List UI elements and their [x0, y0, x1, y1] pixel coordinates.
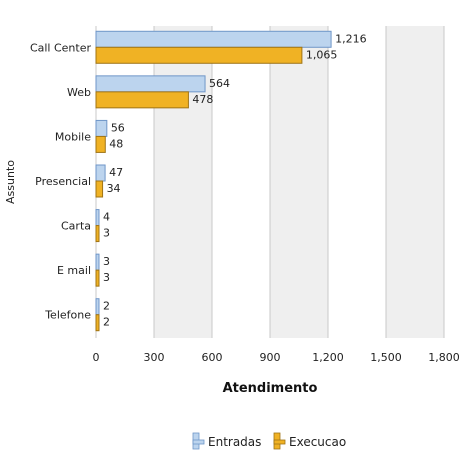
bar-execucao[interactable]: [95, 180, 104, 198]
legend-label-execucao: Execucao: [289, 435, 346, 449]
category-label: Web: [67, 86, 91, 99]
bar-entradas[interactable]: [95, 253, 100, 271]
x-tick-label: 1,500: [370, 351, 402, 364]
legend-swatch-execucao-tick: [273, 439, 286, 445]
bar-entradas[interactable]: [95, 119, 108, 137]
category-label: Carta: [61, 220, 91, 233]
category-label: Mobile: [55, 130, 91, 143]
bar-entradas[interactable]: [95, 30, 332, 48]
plot-band: [212, 26, 270, 338]
data-label-entradas: 3: [103, 255, 110, 268]
x-tick-label: 1,200: [312, 351, 344, 364]
legend: Entradas Execucao: [192, 432, 346, 450]
data-label-execucao: 48: [109, 137, 123, 150]
data-label-entradas: 1,216: [335, 32, 367, 45]
plot-band: [386, 26, 444, 338]
plot-band: [96, 26, 154, 338]
legend-swatch-entradas-tick: [192, 439, 205, 445]
legend-label-entradas: Entradas: [208, 435, 261, 449]
data-label-execucao: 3: [103, 271, 110, 284]
data-labels: 1,216 1,065 564 478 56 48 47 34 4 3 3 3 2 2: [103, 32, 367, 328]
x-axis-title: Atendimento: [223, 381, 318, 396]
bar-execucao[interactable]: [95, 46, 303, 64]
data-label-execucao: 478: [192, 93, 213, 106]
bar-entradas[interactable]: [95, 209, 100, 227]
x-tick-labels: 0 300 600 900 1,200 1,500 1,800: [93, 351, 460, 364]
plot-band: [270, 26, 328, 338]
data-label-execucao: 1,065: [306, 48, 338, 61]
x-tick-label: 900: [260, 351, 281, 364]
plot-band: [328, 26, 386, 338]
category-label: Telefone: [44, 309, 91, 322]
category-label: Presencial: [35, 175, 91, 188]
x-tick-label: 600: [202, 351, 223, 364]
legend-item-entradas[interactable]: Entradas: [192, 432, 261, 450]
data-label-entradas: 564: [209, 77, 230, 90]
bars: [95, 30, 332, 332]
x-tick-label: 300: [144, 351, 165, 364]
bar-entradas[interactable]: [95, 298, 100, 316]
data-label-execucao: 3: [103, 227, 110, 240]
y-axis-title: Assunto: [4, 160, 17, 204]
data-label-entradas: 2: [103, 300, 110, 313]
x-tick-label: 1,800: [428, 351, 460, 364]
bar-execucao[interactable]: [95, 135, 106, 153]
category-labels: Call Center Web Mobile Presencial Carta E mai…: [30, 41, 92, 321]
bar-execucao[interactable]: [95, 225, 100, 243]
data-label-execucao: 2: [103, 316, 110, 329]
bar-execucao[interactable]: [95, 269, 100, 287]
bar-execucao[interactable]: [95, 314, 100, 332]
data-label-execucao: 34: [107, 182, 121, 195]
category-label: Call Center: [30, 41, 92, 54]
data-label-entradas: 56: [111, 121, 125, 134]
bar-entradas[interactable]: [95, 75, 206, 93]
bar-execucao[interactable]: [95, 91, 189, 109]
legend-item-execucao[interactable]: Execucao: [273, 432, 346, 450]
bar-entradas[interactable]: [95, 164, 106, 182]
category-label: E mail: [57, 264, 91, 277]
x-tick-label: 0: [93, 351, 100, 364]
data-label-entradas: 4: [103, 211, 110, 224]
data-label-entradas: 47: [109, 166, 123, 179]
plot-band: [154, 26, 212, 338]
